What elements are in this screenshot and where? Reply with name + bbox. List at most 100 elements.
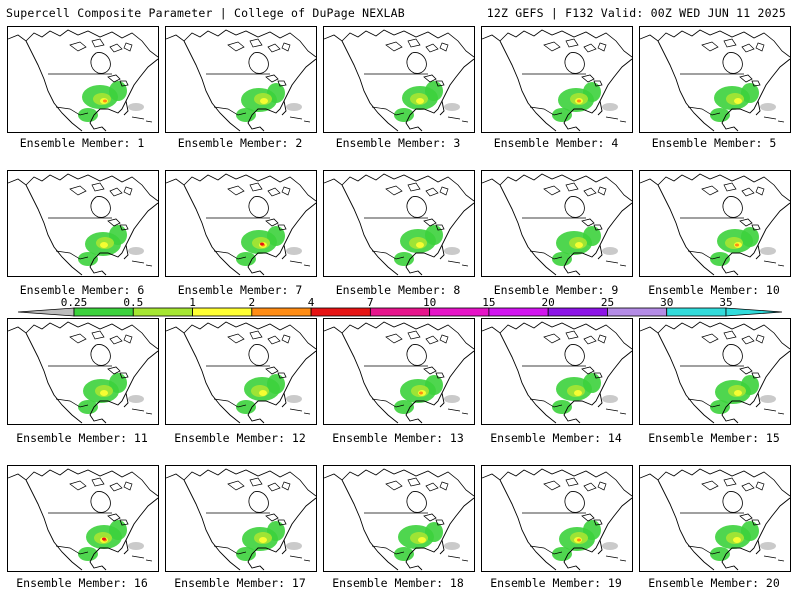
- ensemble-map-panel: [323, 170, 475, 277]
- north-america-map: [166, 321, 316, 424]
- scale-tick-label: 20: [542, 296, 555, 309]
- ensemble-map-panel: [481, 26, 633, 133]
- ensemble-member-label: Ensemble Member: 11: [16, 431, 148, 445]
- scp-field: [552, 520, 618, 561]
- ensemble-member-label: Ensemble Member: 16: [16, 576, 148, 590]
- scale-segment: [488, 307, 549, 317]
- ensemble-member-label: Ensemble Member: 14: [490, 431, 622, 445]
- scp-field: [78, 373, 144, 414]
- scp-field: [552, 373, 618, 414]
- north-america-map: [482, 468, 632, 571]
- ensemble-member-label: Ensemble Member: 9: [493, 283, 619, 297]
- scale-tick-label: 1: [189, 296, 196, 309]
- north-america-map: [324, 29, 474, 132]
- scp-field: [710, 227, 776, 266]
- ensemble-member-label: Ensemble Member: 5: [651, 136, 777, 150]
- scale-segment: [429, 307, 490, 317]
- ensemble-map-panel: [481, 465, 633, 572]
- scp-field: [710, 375, 776, 414]
- north-america-map: [8, 173, 158, 276]
- ensemble-map-panel: [7, 465, 159, 572]
- ensemble-member-label: Ensemble Member: 4: [493, 136, 619, 150]
- ensemble-map-panel: [639, 170, 791, 277]
- north-america-map: [640, 468, 790, 571]
- ensemble-member-label: Ensemble Member: 12: [174, 431, 306, 445]
- ensemble-member-label: Ensemble Member: 13: [332, 431, 464, 445]
- north-america-map: [8, 468, 158, 571]
- scp-field: [394, 81, 460, 122]
- scp-field: [78, 520, 144, 561]
- ensemble-member-label: Ensemble Member: 19: [490, 576, 622, 590]
- scale-tick-label: 7: [367, 296, 374, 309]
- scale-segment: [310, 307, 371, 317]
- north-america-map: [166, 468, 316, 571]
- ensemble-map-panel: [7, 26, 159, 133]
- scp-field: [710, 83, 776, 122]
- scale-segment: [251, 307, 312, 317]
- ensemble-map-panel: [639, 26, 791, 133]
- ensemble-map-panel: [323, 318, 475, 425]
- scale-tick-label: 15: [482, 296, 495, 309]
- color-scale-bar: 0.25 0.5 1 2 4 7 10 15 20 25 30 35: [17, 296, 783, 317]
- scale-tick-label: 2: [249, 296, 256, 309]
- scale-segment: [607, 307, 668, 317]
- ensemble-map-panel: [481, 170, 633, 277]
- scp-field: [236, 226, 302, 266]
- ensemble-map-panel: [7, 170, 159, 277]
- north-america-map: [482, 173, 632, 276]
- ensemble-map-panel: [165, 318, 317, 425]
- scale-arrow-right: [725, 307, 783, 317]
- north-america-map: [640, 173, 790, 276]
- ensemble-map-panel: [639, 318, 791, 425]
- north-america-map: [640, 321, 790, 424]
- ensemble-member-label: Ensemble Member: 6: [19, 283, 145, 297]
- north-america-map: [482, 321, 632, 424]
- north-america-map: [166, 29, 316, 132]
- scale-tick-label: 10: [423, 296, 436, 309]
- scale-tick-label: 25: [601, 296, 614, 309]
- scale-segment: [192, 307, 253, 317]
- north-america-map: [8, 321, 158, 424]
- page-title: Supercell Composite Parameter | College …: [6, 6, 405, 20]
- scp-field: [236, 83, 302, 122]
- ensemble-map-panel: [639, 465, 791, 572]
- ensemble-member-label: Ensemble Member: 15: [648, 431, 780, 445]
- north-america-map: [482, 29, 632, 132]
- scp-field: [236, 374, 302, 414]
- scale-tick-label: 35: [719, 296, 732, 309]
- scp-field: [552, 226, 618, 266]
- scp-field: [394, 225, 460, 266]
- ensemble-member-label: Ensemble Member: 8: [335, 283, 461, 297]
- ensemble-member-label: Ensemble Member: 10: [648, 283, 780, 297]
- scp-field: [78, 225, 144, 266]
- scale-segment: [132, 307, 193, 317]
- ensemble-map-panel: [7, 318, 159, 425]
- ensemble-member-label: Ensemble Member: 2: [177, 136, 303, 150]
- north-america-map: [324, 321, 474, 424]
- scp-field: [236, 521, 302, 561]
- scale-tick-label: 0.5: [123, 296, 143, 309]
- ensemble-member-label: Ensemble Member: 20: [648, 576, 780, 590]
- scale-segment: [547, 307, 608, 317]
- ensemble-map-panel: [165, 170, 317, 277]
- ensemble-member-label: Ensemble Member: 1: [19, 136, 145, 150]
- ensemble-member-label: Ensemble Member: 7: [177, 283, 303, 297]
- scale-segment: [666, 307, 727, 317]
- north-america-map: [166, 173, 316, 276]
- scale-tick-label: 30: [660, 296, 673, 309]
- ensemble-map-panel: [323, 465, 475, 572]
- north-america-map: [8, 29, 158, 132]
- scp-field: [710, 521, 776, 561]
- north-america-map: [324, 468, 474, 571]
- ensemble-map-panel: [165, 26, 317, 133]
- north-america-map: [640, 29, 790, 132]
- run-info: 12Z GEFS | F132 Valid: 00Z WED JUN 11 20…: [486, 6, 786, 20]
- scale-segment: [73, 307, 134, 317]
- ensemble-member-label: Ensemble Member: 18: [332, 576, 464, 590]
- scp-field: [78, 81, 144, 122]
- north-america-map: [324, 173, 474, 276]
- scp-field: [394, 375, 460, 414]
- ensemble-map-panel: [165, 465, 317, 572]
- ensemble-map-panel: [323, 26, 475, 133]
- scale-tick-label: 4: [308, 296, 315, 309]
